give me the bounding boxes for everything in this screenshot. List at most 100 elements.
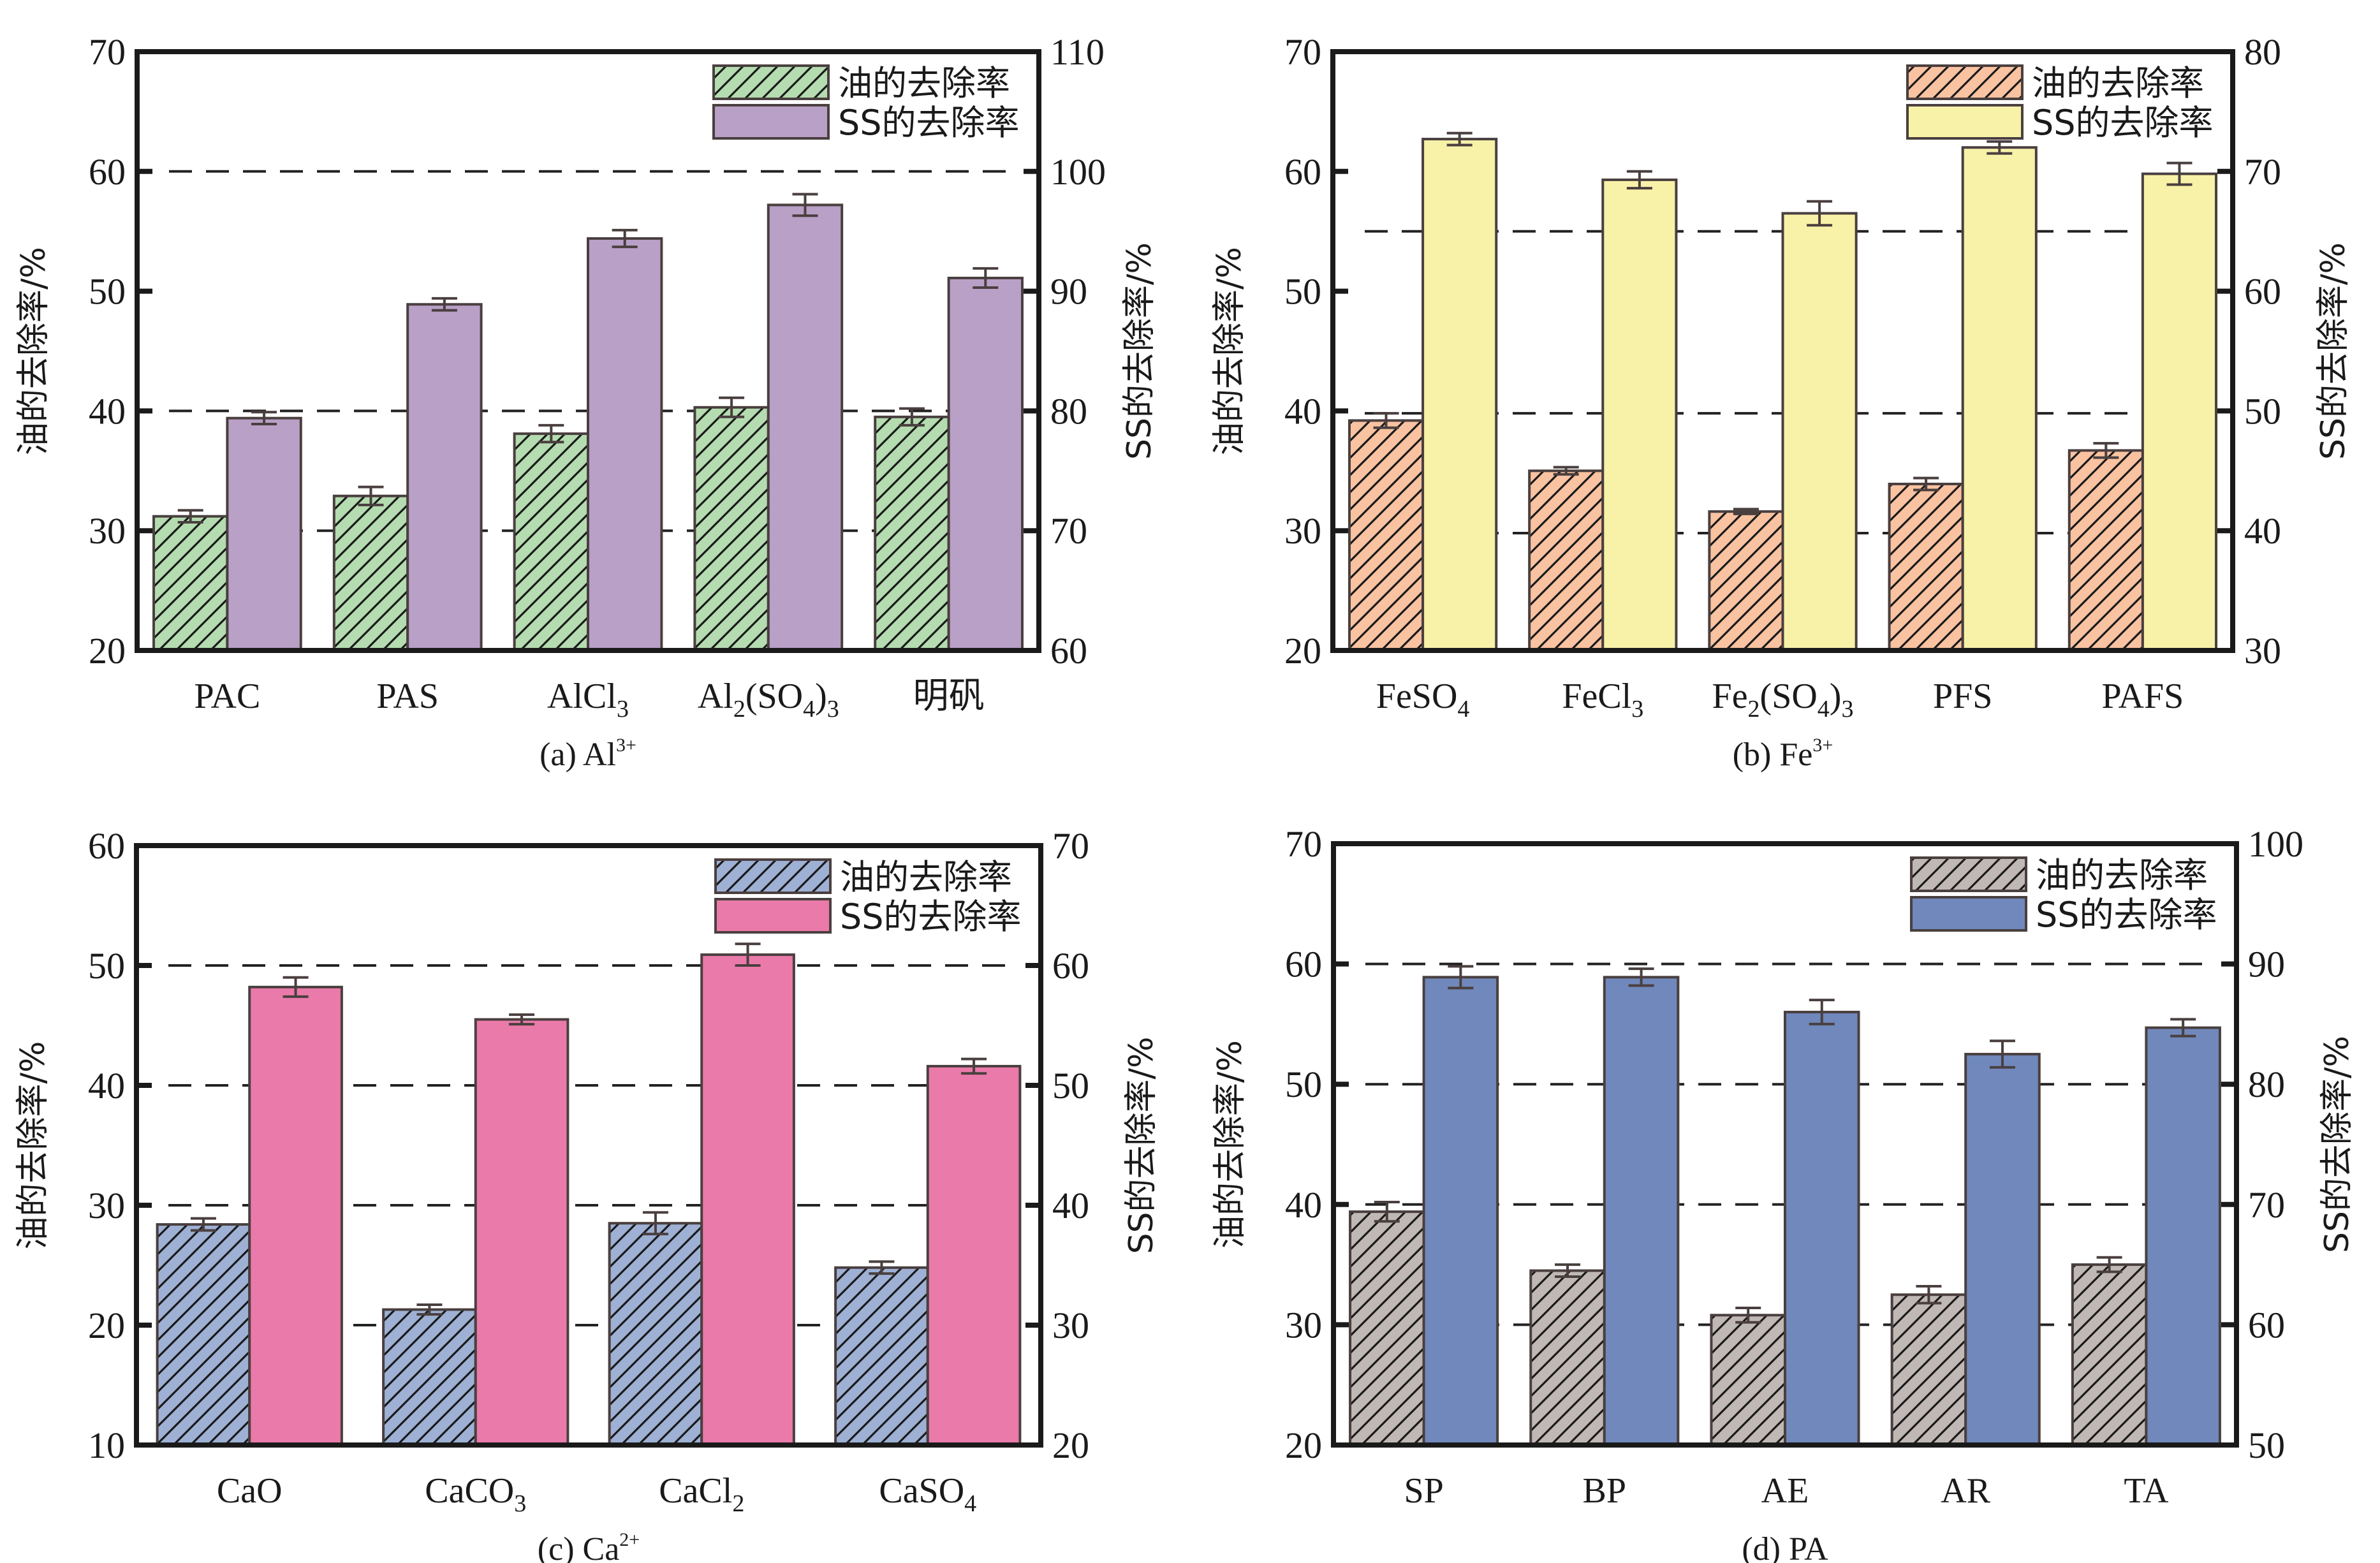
y2-tick-label: 40	[1052, 1185, 1089, 1226]
x-tick-label: CaSO4​	[879, 1471, 976, 1517]
error-bar	[1916, 1285, 1942, 1305]
bar-ss-PAFS	[2141, 172, 2218, 652]
error-bar	[973, 267, 999, 289]
error-bar	[1987, 140, 2013, 155]
error-bar	[1448, 965, 1474, 990]
bar-oil-PAS	[332, 494, 409, 652]
x-tick-label: PAC	[195, 677, 261, 716]
y2-tick-label: 90	[2248, 944, 2285, 985]
y-tick-label: 30	[1284, 510, 1321, 552]
panel-d: SP BP AE AR TA 20 30 40 50 60 70 50 60 70 80 90 100 油的去除率…	[1211, 823, 2356, 1563]
x-tick-label: 明矾	[913, 677, 985, 716]
y-axis-title: 油的去除率/%	[1211, 1040, 1249, 1249]
bar-oil-BP	[1529, 1269, 1606, 1447]
y2-tick-label: 50	[2244, 390, 2281, 432]
bar-oil-CaO	[156, 1223, 251, 1446]
error-bar	[1809, 999, 1835, 1025]
y-tick-label: 30	[88, 1185, 125, 1226]
error-bar	[1628, 967, 1654, 987]
panel-c: CaO CaCO3​ CaCl2​ CaSO4​ 10 20 30 40 50 60 20 30 40 5…	[14, 825, 1161, 1563]
y-tick-label: 70	[1285, 823, 1322, 865]
x-tick-label: PAFS	[2102, 677, 2184, 716]
y2-tick-label: 70	[1050, 510, 1087, 552]
y-tick-label: 20	[1285, 1425, 1322, 1466]
y2-axis-title: SS的去除率/%	[1122, 1037, 1161, 1254]
y2-tick-label: 80	[2244, 31, 2281, 73]
bar-ss-TA	[2145, 1026, 2221, 1446]
panel-caption: (c) Ca2+	[538, 1529, 640, 1563]
error-bar	[792, 193, 818, 217]
bar-ss-CaO	[248, 985, 343, 1446]
x-tick-label: BP	[1583, 1471, 1627, 1511]
bar-ss-CaCl2	[700, 953, 795, 1446]
y2-tick-label: 60	[2244, 271, 2281, 312]
y2-axis-title: SS的去除率/%	[2314, 242, 2353, 460]
error-bar	[1807, 200, 1833, 227]
error-bar	[283, 976, 309, 998]
y2-tick-label: 70	[2244, 151, 2281, 193]
y2-tick-label: 30	[2244, 630, 2281, 671]
error-bar	[869, 1260, 895, 1275]
bar-ss-PFS	[1961, 146, 2038, 652]
legend-label-ss: SS的去除率	[2036, 895, 2217, 935]
bar-ss-SP	[1422, 976, 1499, 1446]
legend-label-ss: SS的去除率	[838, 103, 1020, 143]
y2-tick-label: 60	[1052, 945, 1089, 987]
x-tick-label: SP	[1404, 1471, 1443, 1511]
error-bar	[719, 396, 745, 418]
error-bar	[642, 1211, 668, 1236]
y2-axis-title: SS的去除率/%	[2318, 1036, 2356, 1253]
bar-oil-Al2(SO4)3	[693, 406, 770, 652]
x-tick-label: Fe2​(SO4​)3​	[1712, 677, 1854, 723]
bar-ss-FeCl3	[1601, 178, 1678, 652]
bar-oil-明矾	[874, 415, 950, 652]
bar-oil-FeSO4	[1348, 419, 1425, 652]
error-bar	[416, 1303, 443, 1316]
y2-tick-label: 80	[2248, 1064, 2285, 1105]
error-bar	[961, 1057, 987, 1075]
x-tick-label: PFS	[1933, 677, 1992, 716]
axes-frame	[1331, 841, 2239, 1448]
y-axis-title: 油的去除率/%	[14, 1041, 52, 1250]
legend-label-oil: 油的去除率	[2036, 855, 2208, 895]
bar-oil-AR	[1890, 1293, 1967, 1446]
bar-oil-AE	[1710, 1314, 1786, 1447]
bar-oil-CaCO3	[382, 1308, 477, 1447]
bar-oil-FeCl3	[1528, 469, 1605, 652]
legend-swatch-oil	[712, 64, 830, 100]
y-tick-label: 50	[88, 945, 125, 987]
error-bar	[899, 407, 925, 427]
y2-tick-label: 100	[1050, 151, 1106, 193]
error-bar	[2096, 1256, 2122, 1273]
x-tick-label: AR	[1941, 1471, 1990, 1511]
bar-oil-CaSO4	[834, 1266, 929, 1446]
error-bar	[1626, 170, 1652, 190]
x-tick-label: CaCl2​	[659, 1471, 744, 1517]
y2-tick-label: 70	[2248, 1184, 2285, 1226]
bar-ss-PAC	[226, 416, 302, 652]
bar-ss-FeSO4	[1421, 138, 1498, 652]
y-tick-label: 10	[88, 1425, 125, 1466]
error-bar	[1374, 1201, 1400, 1223]
bar-ss-明矾	[947, 276, 1024, 652]
legend-label-ss: SS的去除率	[2032, 103, 2214, 143]
y-axis-title: 油的去除率/%	[15, 247, 53, 455]
y2-tick-label: 50	[2248, 1425, 2285, 1466]
bar-ss-AlCl3	[587, 237, 663, 652]
legend-swatch-ss	[712, 104, 830, 140]
y-tick-label: 40	[1284, 390, 1321, 432]
error-bar	[509, 1013, 535, 1026]
legend-swatch-ss	[1906, 104, 2024, 140]
y2-tick-label: 100	[2248, 823, 2303, 865]
bar-ss-Fe2(SO4)3	[1781, 212, 1858, 652]
error-bar	[2170, 1018, 2196, 1038]
y2-tick-label: 80	[1050, 390, 1087, 432]
x-tick-label: FeCl3​	[1562, 677, 1643, 723]
y-tick-label: 50	[1284, 271, 1321, 312]
bar-oil-PAFS	[2068, 449, 2144, 652]
bar-oil-TA	[2071, 1263, 2148, 1446]
y2-tick-label: 20	[1052, 1425, 1089, 1466]
